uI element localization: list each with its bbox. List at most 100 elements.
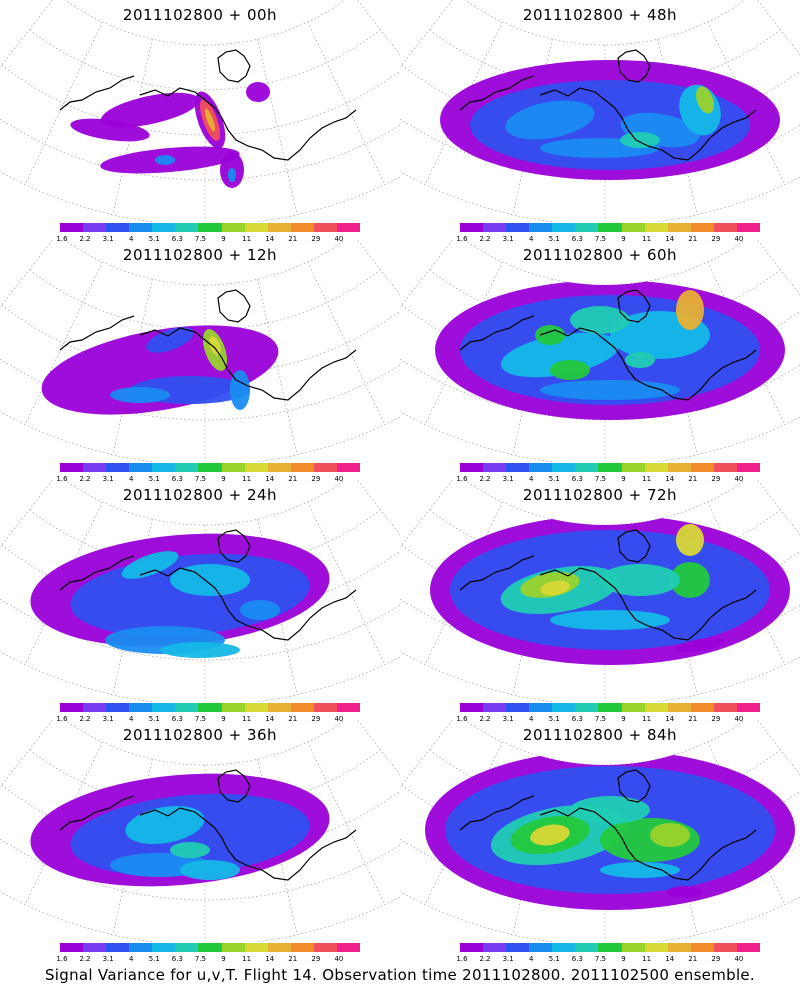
graticule bbox=[0, 0, 400, 222]
colorbar-label: 3.1 bbox=[102, 715, 114, 723]
colorbar-label: 14 bbox=[665, 235, 675, 243]
variance-field bbox=[435, 280, 785, 420]
colorbar-swatch bbox=[575, 703, 599, 712]
colorbar-swatch bbox=[736, 703, 761, 712]
colorbar-swatch bbox=[83, 943, 107, 952]
colorbar-swatch bbox=[598, 223, 622, 232]
map-panel: 2011102800 + 84h 1.6 2.2 3.1 4 5.1 6.3 7.5 9 11 14… bbox=[400, 720, 800, 963]
panel-title: 2011102800 + 24h bbox=[122, 486, 278, 504]
colorbar-label: 21 bbox=[288, 475, 298, 483]
figure-caption: Signal Variance for u,v,T. Flight 14. Ob… bbox=[44, 966, 756, 984]
colorbar-label: 7.5 bbox=[194, 715, 207, 723]
colorbar-swatch bbox=[736, 943, 761, 952]
colorbar-label: 5.1 bbox=[548, 955, 560, 963]
colorbar-swatch bbox=[313, 463, 337, 472]
colorbar-label: 14 bbox=[265, 715, 275, 723]
colorbar-label: 29 bbox=[311, 235, 321, 243]
colorbar-label: 4 bbox=[128, 235, 134, 243]
colorbar-label: 11 bbox=[242, 715, 252, 723]
colorbar-label: 29 bbox=[711, 475, 721, 483]
colorbar-swatch bbox=[198, 943, 222, 952]
coastline bbox=[459, 289, 757, 401]
colorbar-label: 11 bbox=[242, 235, 252, 243]
colorbar-label: 40 bbox=[334, 235, 344, 243]
colorbar-swatch bbox=[244, 463, 268, 472]
colorbar-label: 2.2 bbox=[479, 955, 491, 963]
colorbar-label: 14 bbox=[665, 955, 675, 963]
colorbar-swatch bbox=[552, 223, 576, 232]
colorbar-swatch bbox=[336, 463, 361, 472]
colorbar-swatch bbox=[129, 463, 153, 472]
colorbar-label: 21 bbox=[688, 955, 698, 963]
colorbar-label: 2.2 bbox=[479, 715, 491, 723]
colorbar-label: 6.3 bbox=[171, 475, 183, 483]
colorbar-label: 2.2 bbox=[479, 475, 491, 483]
colorbar-label: 7.5 bbox=[594, 715, 607, 723]
colorbar-label: 40 bbox=[734, 475, 744, 483]
colorbar-label: 9 bbox=[621, 235, 626, 243]
colorbar-swatch bbox=[690, 223, 714, 232]
colorbar-label: 9 bbox=[221, 955, 226, 963]
colorbar-label: 21 bbox=[688, 235, 698, 243]
coastline bbox=[459, 529, 757, 641]
colorbar-swatch bbox=[667, 703, 691, 712]
colorbar-label: 2.2 bbox=[79, 475, 91, 483]
colorbar-swatch bbox=[336, 223, 361, 232]
map-panel: 2011102800 + 60h 1.6 2.2 3.1 4 5.1 6.3 7.5 9 11 14… bbox=[400, 240, 800, 483]
colorbar-swatch bbox=[529, 463, 553, 472]
colorbar-label: 29 bbox=[711, 715, 721, 723]
colorbar-swatch bbox=[244, 943, 268, 952]
colorbar-label: 6.3 bbox=[571, 475, 583, 483]
colorbar-swatch bbox=[460, 223, 484, 232]
colorbar-label: 40 bbox=[334, 715, 344, 723]
colorbar-swatch bbox=[106, 703, 130, 712]
map-panel: 2011102800 + 72h 1.6 2.2 3.1 4 5.1 6.3 7.5 9 11 14… bbox=[400, 480, 800, 723]
colorbar-swatch bbox=[552, 463, 576, 472]
colorbar-label: 7.5 bbox=[194, 955, 207, 963]
colorbar-swatch bbox=[644, 463, 668, 472]
colorbar-swatch bbox=[336, 943, 361, 952]
colorbar bbox=[460, 943, 761, 952]
colorbar-swatch bbox=[221, 943, 245, 952]
colorbar-swatch bbox=[598, 463, 622, 472]
colorbar-swatch bbox=[460, 703, 484, 712]
colorbar-label: 21 bbox=[288, 955, 298, 963]
colorbar-swatch bbox=[667, 943, 691, 952]
colorbar-label: 3.1 bbox=[102, 475, 114, 483]
colorbar-label: 1.6 bbox=[456, 955, 468, 963]
colorbar-swatch bbox=[506, 943, 530, 952]
colorbar-swatch bbox=[713, 223, 737, 232]
colorbar-label: 40 bbox=[734, 715, 744, 723]
colorbar-label: 1.6 bbox=[456, 475, 468, 483]
colorbar-swatch bbox=[736, 223, 761, 232]
coastline bbox=[459, 49, 757, 161]
colorbar-swatch bbox=[106, 943, 130, 952]
colorbar-swatch bbox=[60, 223, 84, 232]
colorbar-swatch bbox=[267, 943, 291, 952]
colorbar-swatch bbox=[506, 223, 530, 232]
colorbar-swatch bbox=[129, 703, 153, 712]
coastline bbox=[59, 529, 357, 641]
colorbar-label: 29 bbox=[311, 475, 321, 483]
coastline bbox=[459, 769, 757, 881]
colorbar bbox=[460, 223, 761, 232]
colorbar-label: 14 bbox=[265, 955, 275, 963]
colorbar-label: 40 bbox=[734, 955, 744, 963]
colorbar-label: 4 bbox=[128, 955, 134, 963]
colorbar-label: 40 bbox=[334, 475, 344, 483]
colorbar-swatch bbox=[621, 223, 645, 232]
colorbar-label: 21 bbox=[288, 715, 298, 723]
colorbar-swatch bbox=[575, 943, 599, 952]
field-map bbox=[0, 0, 400, 222]
colorbar-label: 5.1 bbox=[148, 475, 160, 483]
colorbar-label: 9 bbox=[621, 715, 626, 723]
colorbar-swatch bbox=[690, 703, 714, 712]
colorbar-label: 3.1 bbox=[502, 715, 514, 723]
colorbar-swatch bbox=[267, 223, 291, 232]
panel-title: 2011102800 + 12h bbox=[122, 246, 278, 264]
colorbar-label: 5.1 bbox=[548, 715, 560, 723]
panel-title: 2011102800 + 00h bbox=[122, 6, 278, 24]
colorbar-swatch bbox=[529, 223, 553, 232]
colorbar-label: 4 bbox=[528, 955, 534, 963]
colorbar-swatch bbox=[460, 943, 484, 952]
